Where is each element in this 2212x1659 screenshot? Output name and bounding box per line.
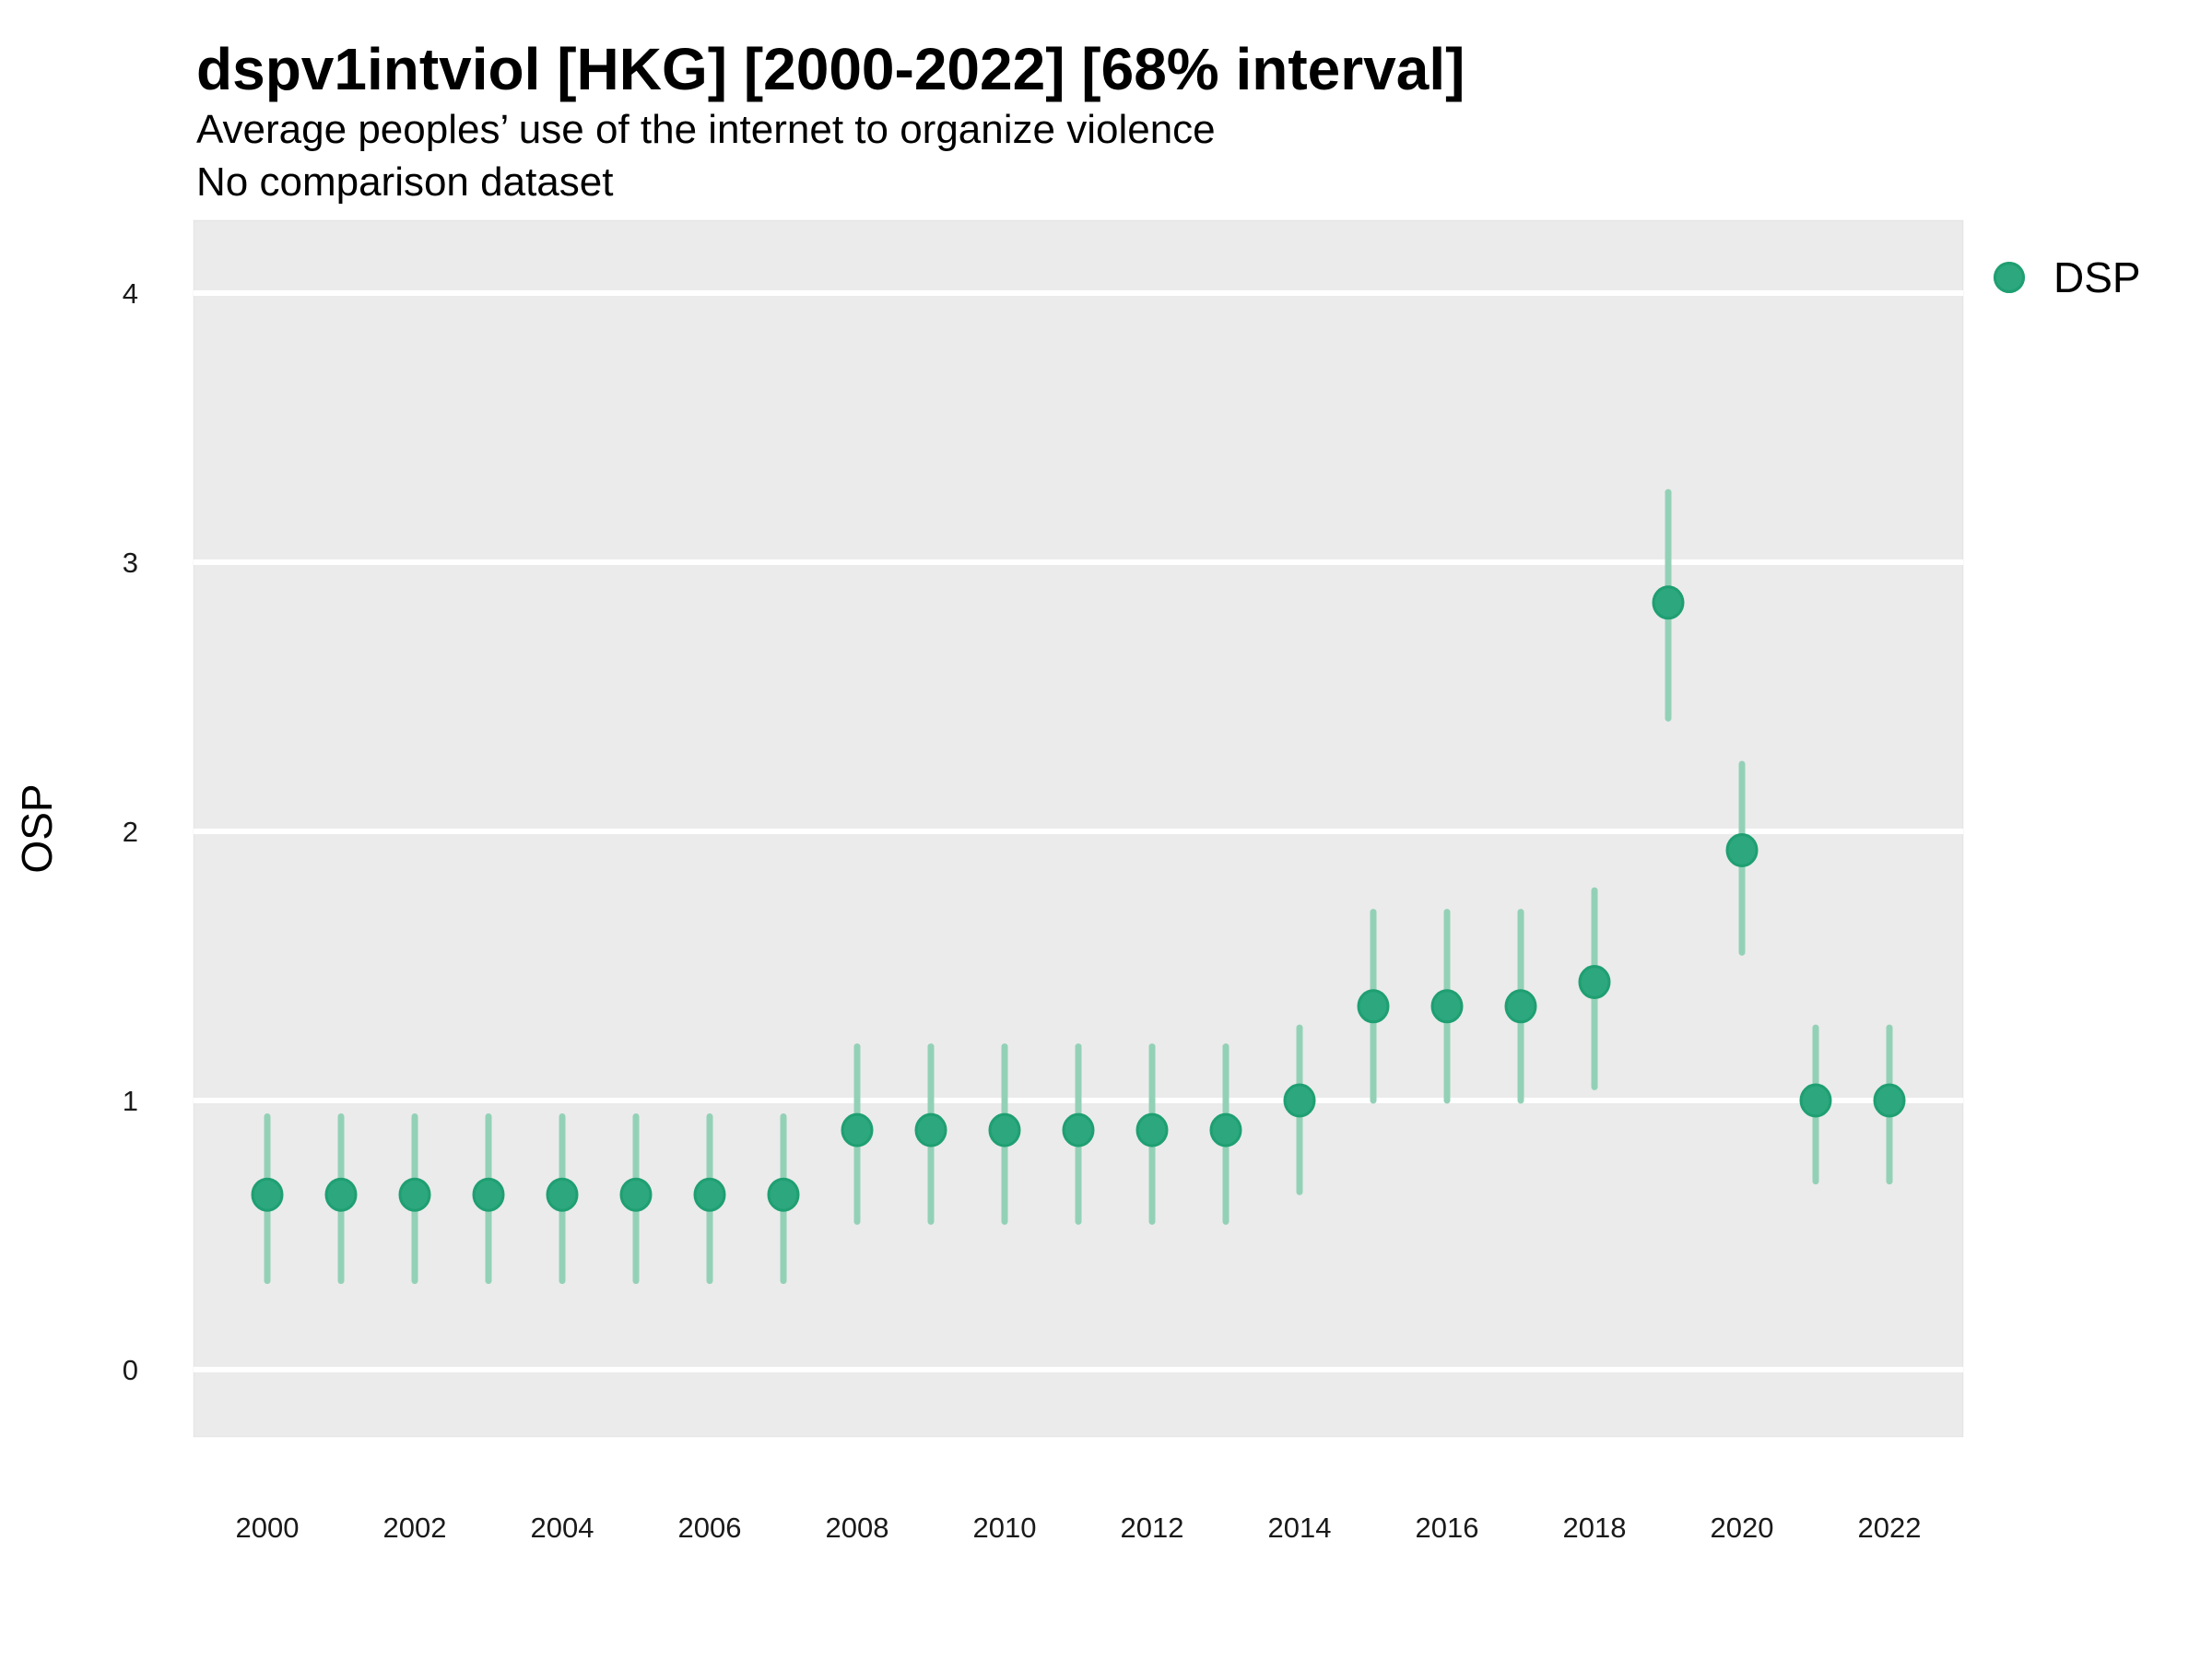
chart-header: dspv1intviol [HKG] [2000-2022] [68% inte… [196,35,1465,208]
x-tick-label: 2000 [236,1512,300,1544]
data-point [324,1177,358,1212]
legend-dot-icon [1994,262,2025,293]
data-point [546,1177,579,1212]
data-point [841,1112,874,1147]
data-point [398,1177,431,1212]
y-tick-label: 0 [123,1354,138,1386]
y-axis-title: OSP [13,783,61,873]
x-tick-label: 2010 [973,1512,1037,1544]
x-tick-label: 2002 [383,1512,447,1544]
data-point [988,1112,1021,1147]
y-tick-label: 4 [123,277,138,310]
data-point [1209,1112,1242,1147]
x-tick-label: 2012 [1121,1512,1184,1544]
data-point [1578,965,1611,1000]
x-tick-label: 2020 [1711,1512,1774,1544]
y-tick-label: 2 [123,816,138,848]
data-point [1357,989,1390,1024]
data-point [767,1177,800,1212]
gridline [194,1367,1963,1372]
data-point [1652,585,1685,620]
x-tick-label: 2016 [1416,1512,1479,1544]
data-point [1135,1112,1169,1147]
data-point [1504,989,1537,1024]
data-point [1062,1112,1095,1147]
data-point [1799,1083,1832,1118]
data-point [1725,832,1759,867]
gridline [194,290,1963,296]
legend-label: DSP [2053,253,2141,301]
data-point [619,1177,653,1212]
x-tick-label: 2006 [678,1512,742,1544]
data-point [914,1112,947,1147]
x-tick-label: 2018 [1563,1512,1627,1544]
dataset-note: No comparison dataset [196,159,614,205]
data-point [1873,1083,1906,1118]
x-tick-label: 2008 [826,1512,889,1544]
x-tick-label: 2004 [531,1512,594,1544]
chart-title: dspv1intviol [HKG] [2000-2022] [68% inte… [196,36,1465,102]
y-tick-label: 1 [123,1085,138,1117]
data-point [1430,989,1464,1024]
chart-subtitle: Average peoples’ use of the internet to … [196,107,1216,152]
data-point [693,1177,726,1212]
data-point [251,1177,284,1212]
y-tick-label: 3 [123,547,138,579]
legend: DSP [1994,251,2141,304]
data-point [1283,1083,1316,1118]
x-tick-label: 2014 [1268,1512,1332,1544]
gridline [194,559,1963,565]
gridline [194,829,1963,834]
x-tick-label: 2022 [1858,1512,1922,1544]
data-point [472,1177,505,1212]
